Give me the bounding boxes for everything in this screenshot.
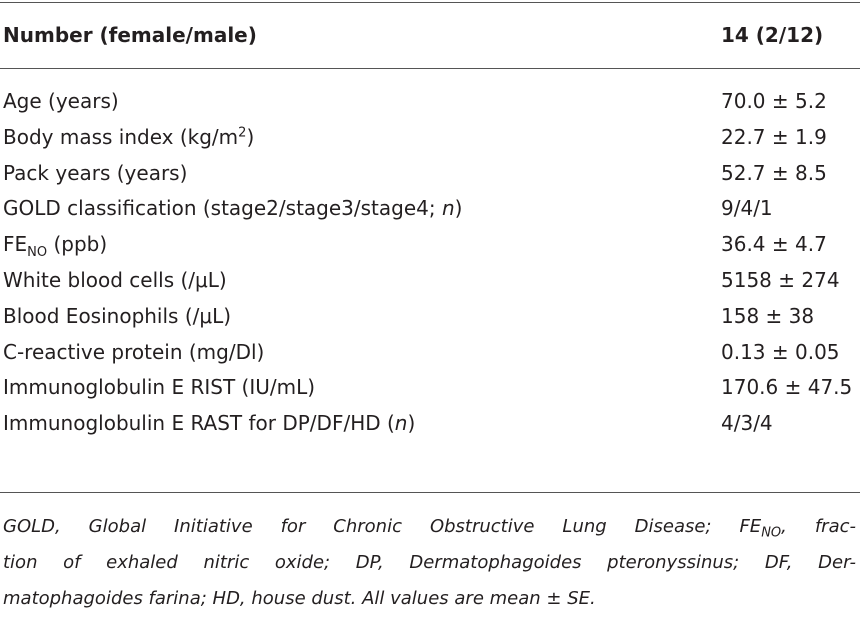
text-run: Age (years) — [3, 89, 119, 113]
text-run: White blood cells (/μL) — [3, 268, 227, 292]
table-row: Body mass index (kg/m2) 22.7 ± 1.9 — [0, 121, 860, 153]
text-run: ) — [454, 196, 463, 221]
text-run: 170.6 ± 47.5 — [721, 375, 853, 400]
header-row: Number (female/male) 14 (2/12) — [0, 19, 860, 51]
text-run: Body mass index (kg/m — [3, 124, 239, 149]
text-run: 158 ± 38 — [721, 303, 815, 328]
text-run: NO — [761, 525, 782, 541]
value-cell: 22.7 ± 1.9 — [721, 121, 827, 153]
value-cell: 36.4 ± 4.7 — [721, 228, 827, 260]
text-run: n — [441, 196, 455, 221]
footnote-line: GOLD, Global Initiative for Chronic Obst… — [3, 509, 856, 545]
text-run: ) — [246, 124, 255, 149]
text-run: 5158 ± 274 — [721, 268, 840, 292]
value-cell: 70.0 ± 5.2 — [721, 85, 827, 117]
text-run: 36.4 ± 4.7 — [721, 232, 827, 257]
text-run: 52.7 ± 8.5 — [721, 160, 827, 185]
label-cell: Age (years) — [3, 85, 119, 117]
text-run: 9/4/1 — [721, 196, 773, 221]
value-cell: 52.7 ± 8.5 — [721, 157, 827, 189]
value-cell: 9/4/1 — [721, 192, 773, 224]
text-run: FE — [3, 232, 28, 257]
text-run: Number (female/male) — [3, 23, 257, 47]
text-run: C-reactive protein (mg/Dl) — [3, 339, 265, 364]
table-row: Immunoglobulin E RIST (IU/mL) 170.6 ± 47.… — [0, 371, 860, 403]
footnote-line: tion of exhaled nitric oxide; DP, Dermat… — [3, 545, 856, 581]
text-run: , frac- — [781, 516, 856, 537]
bottom-rule — [0, 492, 860, 493]
text-run: Immunoglobulin E RIST (IU/mL) — [3, 375, 316, 400]
table-row: Immunoglobulin E RAST for DP/DF/HD (n) 4/… — [0, 407, 860, 439]
text-run: 22.7 ± 1.9 — [721, 124, 827, 149]
table-row: GOLD classification (stage2/stage3/stage… — [0, 192, 860, 224]
label-cell: Blood Eosinophils (/μL) — [3, 300, 231, 332]
text-run: (ppb) — [47, 232, 108, 257]
label-cell: Pack years (years) — [3, 157, 187, 189]
value-cell: 4/3/4 — [721, 407, 773, 439]
text-run: Pack years (years) — [3, 160, 188, 185]
text-run: GOLD classification (stage2/stage3/stage… — [3, 196, 442, 221]
text-run: ) — [407, 411, 416, 436]
table-row: White blood cells (/μL) 5158 ± 274 — [0, 264, 860, 296]
value-cell: 5158 ± 274 — [721, 264, 840, 296]
label-cell: Immunoglobulin E RAST for DP/DF/HD (n) — [3, 407, 415, 439]
footnote-line: matophagoides farina; HD, house dust. Al… — [3, 581, 856, 617]
top-rule — [0, 2, 860, 3]
label-cell: Body mass index (kg/m2) — [3, 121, 254, 153]
text-run: tion of exhaled nitric oxide; DP, Dermat… — [3, 552, 856, 573]
label-cell: C-reactive protein (mg/Dl) — [3, 336, 264, 368]
text-run: 4/3/4 — [721, 411, 773, 436]
table-row: Age (years) 70.0 ± 5.2 — [0, 85, 860, 117]
value-cell: 170.6 ± 47.5 — [721, 371, 852, 403]
label-cell: White blood cells (/μL) — [3, 264, 227, 296]
text-run: 2 — [238, 125, 247, 141]
text-run: 0.13 ± 0.05 — [721, 339, 840, 364]
value-cell: 14 (2/12) — [721, 19, 823, 51]
label-cell: Number (female/male) — [3, 19, 257, 51]
label-cell: GOLD classification (stage2/stage3/stage… — [3, 192, 462, 224]
text-run: 70.0 ± 5.2 — [721, 89, 827, 113]
value-cell: 0.13 ± 0.05 — [721, 336, 840, 368]
table-row: Blood Eosinophils (/μL) 158 ± 38 — [0, 300, 860, 332]
table-row: FENO (ppb) 36.4 ± 4.7 — [0, 228, 860, 260]
table-row: C-reactive protein (mg/Dl) 0.13 ± 0.05 — [0, 336, 860, 368]
text-run: Immunoglobulin E RAST for DP/DF/HD ( — [3, 411, 395, 436]
text-run: 14 (2/12) — [721, 23, 824, 47]
label-cell: Immunoglobulin E RIST (IU/mL) — [3, 371, 315, 403]
text-run: GOLD, Global Initiative for Chronic Obst… — [3, 516, 762, 537]
header-rule — [0, 68, 860, 69]
text-run: Blood Eosinophils (/μL) — [3, 303, 232, 328]
text-run: NO — [27, 245, 48, 261]
text-run: n — [394, 411, 408, 436]
table-row: Pack years (years) 52.7 ± 8.5 — [0, 157, 860, 189]
label-cell: FENO (ppb) — [3, 228, 107, 260]
text-run: matophagoides farina; HD, house dust. Al… — [3, 588, 596, 609]
value-cell: 158 ± 38 — [721, 300, 814, 332]
